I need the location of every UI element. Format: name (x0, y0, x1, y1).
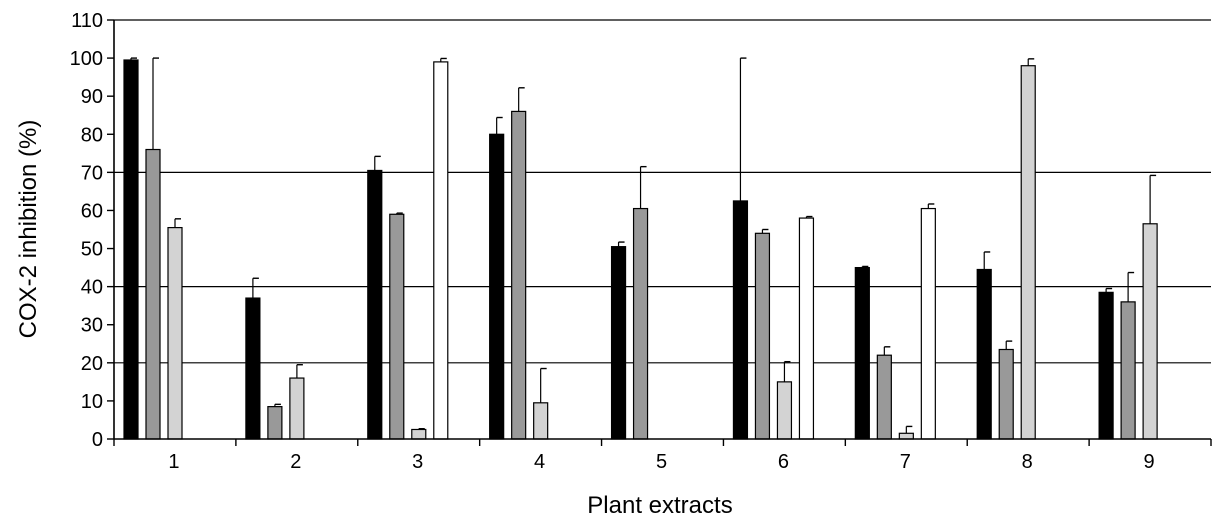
bar (1120, 301, 1136, 440)
bars (123, 57, 1158, 440)
y-tick-label: 40 (81, 277, 103, 299)
x-ticks: 1 2 3 4 5 6 7 8 9 (113, 439, 1212, 473)
y-ticks: 0 10 20 30 40 50 60 70 80 90 100 110 (70, 10, 114, 451)
bar (754, 232, 771, 440)
bar (433, 61, 449, 440)
bar (367, 169, 383, 440)
y-tick-label: 80 (81, 124, 103, 146)
bar (289, 377, 305, 440)
bar (610, 246, 627, 440)
y-tick-label: 30 (81, 315, 103, 337)
y-axis-title: COX-2 inhibition (%) (15, 120, 42, 339)
y-tick-label: 0 (92, 429, 103, 451)
bar (245, 297, 261, 440)
axes (113, 20, 1211, 440)
y-tick-label: 10 (81, 391, 103, 413)
bar (389, 213, 405, 440)
x-axis-title: Plant extracts (587, 492, 732, 519)
x-tick-label: 5 (656, 451, 667, 473)
bar (267, 406, 283, 440)
x-tick-label: 6 (778, 451, 789, 473)
bar (167, 226, 183, 440)
bar (145, 148, 161, 440)
bar (411, 428, 427, 440)
bar (854, 266, 870, 440)
gridlines (114, 19, 1211, 364)
bar (1020, 65, 1036, 440)
bar (511, 110, 527, 440)
bar (1098, 291, 1114, 440)
bar (876, 354, 892, 440)
y-tick-label: 20 (81, 353, 103, 375)
bar (998, 348, 1014, 440)
y-tick-label: 90 (81, 86, 103, 108)
bar (776, 381, 793, 440)
x-tick-label: 4 (534, 451, 545, 473)
bar (632, 207, 649, 440)
bar (920, 207, 936, 440)
bar (732, 200, 749, 440)
bar (489, 133, 505, 440)
x-tick-label: 2 (290, 451, 301, 473)
x-tick-label: 1 (168, 451, 179, 473)
x-tick-label: 3 (412, 451, 423, 473)
y-tick-label: 100 (70, 48, 103, 70)
bar (798, 217, 815, 440)
bar (898, 432, 914, 440)
x-tick-label: 7 (900, 451, 911, 473)
x-tick-label: 8 (1022, 451, 1033, 473)
bar (976, 268, 992, 440)
x-tick-label: 9 (1143, 451, 1154, 473)
bar (1142, 223, 1158, 440)
y-tick-label: 110 (71, 10, 103, 32)
y-tick-label: 70 (81, 162, 103, 184)
bar (123, 59, 139, 440)
y-tick-label: 50 (81, 239, 103, 261)
bar (533, 402, 549, 440)
y-tick-label: 60 (81, 200, 103, 222)
